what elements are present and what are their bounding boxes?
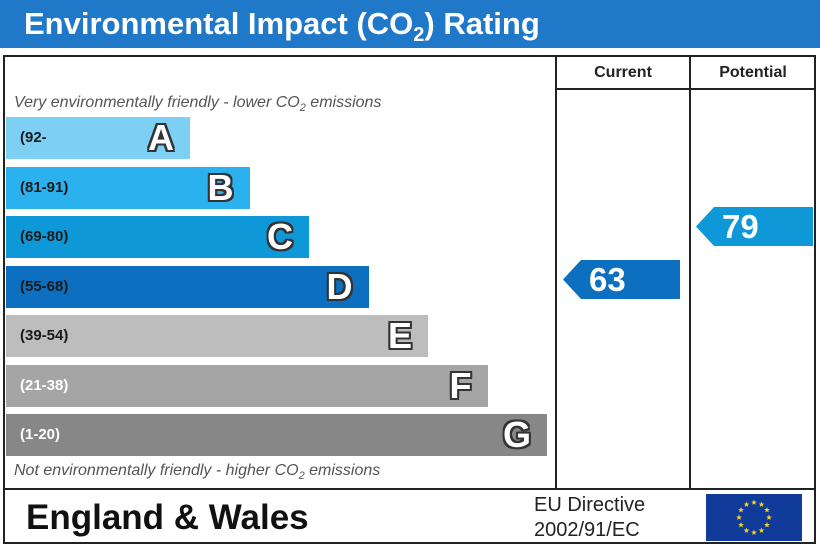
band-range-label: (55-68): [20, 277, 69, 295]
band-range-label: (81-91): [20, 178, 69, 196]
eu-star-icon: [764, 507, 770, 513]
eu-star-icon: [758, 527, 765, 533]
band-range-label: (39-54): [20, 327, 69, 344]
band-c: (69-80) C: [6, 216, 309, 258]
eu-star-icon: [743, 501, 750, 507]
eu-star-icon: [766, 514, 772, 520]
bottom-note: Not environmentally friendly - higher CO…: [14, 462, 381, 483]
band-d: (55-68) D: [6, 265, 369, 308]
eu-directive-line2: 2002/91/EC: [534, 519, 640, 541]
eu-directive: EU Directive 2002/91/EC: [534, 493, 645, 543]
chart-title: Environmental Impact (CO2) Rating: [24, 6, 540, 47]
band-letter: G: [502, 414, 531, 455]
header-divider: [556, 88, 816, 90]
band-letter: B: [207, 166, 234, 208]
column-header-potential: Potential: [719, 64, 787, 81]
band-e: (39-54) E: [6, 315, 428, 357]
eu-star-icon: [738, 522, 744, 528]
column-header-current: Current: [594, 64, 652, 81]
band-letter: F: [449, 364, 472, 406]
band-g: (1-20) G: [6, 414, 547, 456]
eu-star-icon: [758, 501, 765, 507]
band-letter: A: [148, 117, 174, 158]
arrow-potential: 79: [696, 207, 813, 246]
eu-star-icon: [743, 527, 750, 533]
top-note: Very environmentally friendly - lower CO…: [14, 94, 382, 115]
band-range-label: (92-: [20, 129, 47, 146]
column-divider-current: [555, 55, 557, 490]
band-a: (92- A: [6, 117, 190, 159]
arrow-value: 79: [722, 208, 759, 245]
band-letter: D: [326, 265, 353, 307]
eu-star-icon: [736, 514, 742, 520]
band-letter: E: [387, 315, 412, 356]
band-range-label: (1-20): [20, 426, 61, 443]
band-range-label: (21-38): [20, 376, 69, 394]
eu-star-icon: [738, 507, 744, 513]
column-divider-potential: [689, 55, 691, 490]
chart-frame: [3, 55, 816, 544]
arrow-value: 63: [589, 261, 626, 298]
region-label: England & Wales: [26, 498, 309, 537]
eu-directive-line1: EU Directive: [534, 494, 646, 516]
arrow-polygon: [696, 207, 813, 246]
arrow-polygon: [563, 260, 680, 299]
arrow-shape: [563, 260, 680, 299]
arrow-current: 63: [563, 260, 680, 299]
eu-star-icon: [764, 522, 770, 528]
eu-star-icon: [751, 499, 757, 505]
footer-divider: [3, 488, 816, 490]
eu-star-icon: [751, 529, 757, 535]
title-bar: Environmental Impact (CO2) Rating: [0, 0, 820, 48]
arrow-shape: [696, 207, 813, 246]
band-range-label: (69-80): [20, 228, 69, 245]
eu-flag-icon: [706, 494, 802, 541]
band-f: (21-38) F: [6, 364, 488, 407]
band-b: (81-91) B: [6, 166, 250, 209]
band-letter: C: [267, 216, 293, 257]
